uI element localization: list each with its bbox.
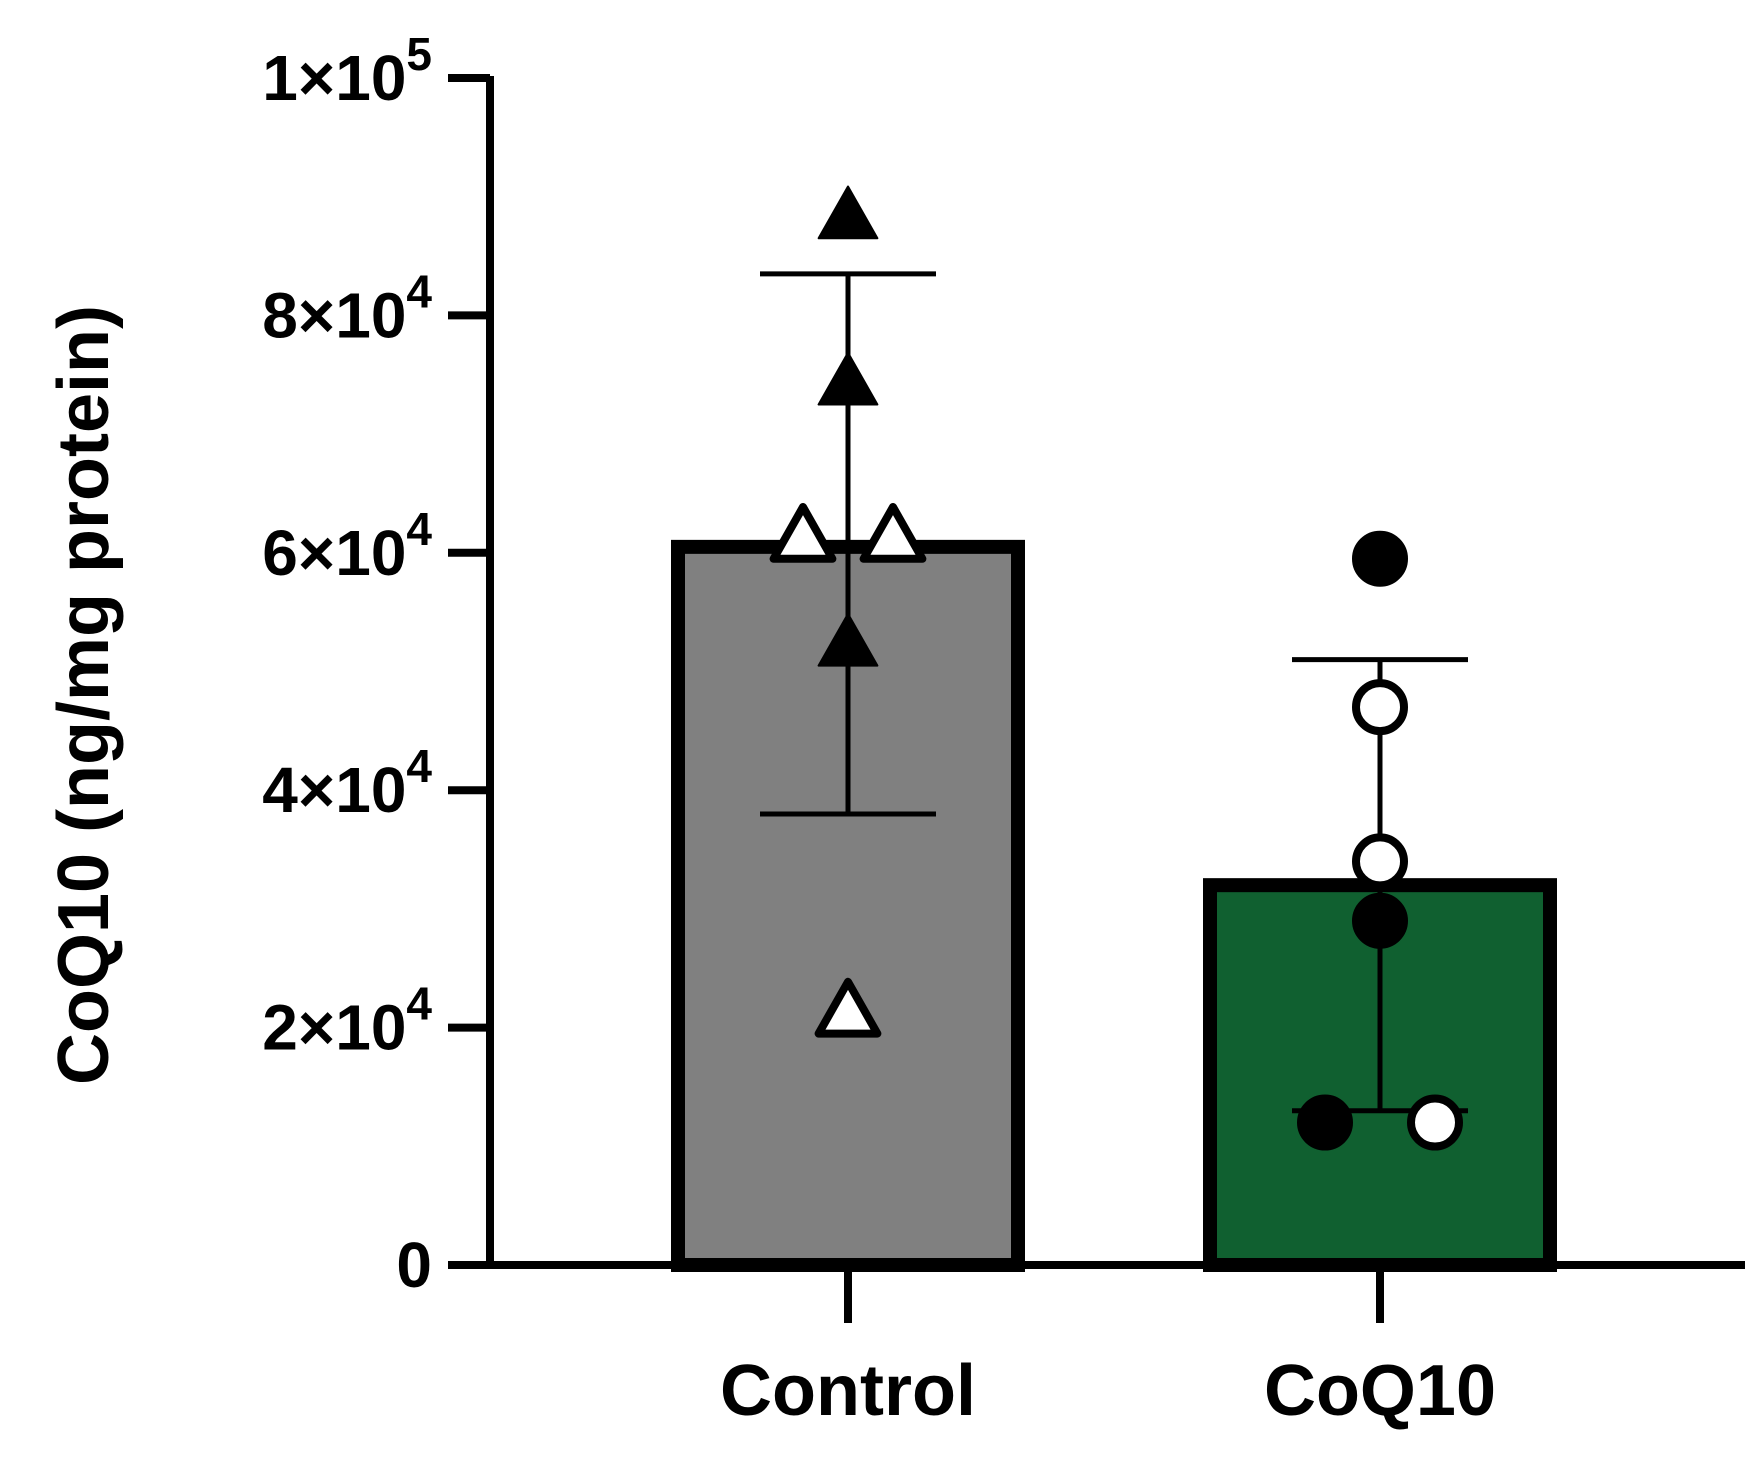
triangle-marker-filled (817, 185, 879, 240)
y-tick-label: 0 (396, 1229, 432, 1301)
circle-marker-filled (1297, 1094, 1353, 1151)
bars (671, 539, 1557, 1272)
triangle-marker-open (859, 502, 927, 563)
x-tick-label: CoQ10 (1264, 1351, 1496, 1431)
triangle-marker-filled (817, 612, 879, 667)
x-ticks: Control CoQ10 (720, 1265, 1496, 1431)
y-tick-label: 1×105 (262, 28, 432, 114)
y-ticks: 0 2×104 4×104 6×104 8×104 1×105 (262, 28, 490, 1301)
y-tick-label: 8×104 (262, 265, 432, 351)
y-tick-label: 4×104 (262, 740, 432, 826)
y-axis-label-group: CoQ10 (ng/mg protein) (44, 305, 124, 1085)
x-tick-label: Control (720, 1351, 976, 1431)
y-axis-label: CoQ10 (ng/mg protein) (44, 305, 124, 1085)
circle-marker-open (1352, 833, 1408, 890)
triangle-marker-open (769, 502, 837, 563)
circle-marker-filled (1352, 530, 1408, 587)
triangle-marker-open (814, 977, 882, 1038)
circle-marker-open (1352, 679, 1408, 736)
y-tick-label: 2×104 (262, 978, 432, 1064)
circle-marker-open (1407, 1094, 1463, 1151)
data-points (769, 185, 1463, 1151)
circle-marker-filled (1352, 892, 1408, 949)
y-tick-label: 6×104 (262, 503, 432, 589)
triangle-marker-filled (817, 351, 879, 406)
